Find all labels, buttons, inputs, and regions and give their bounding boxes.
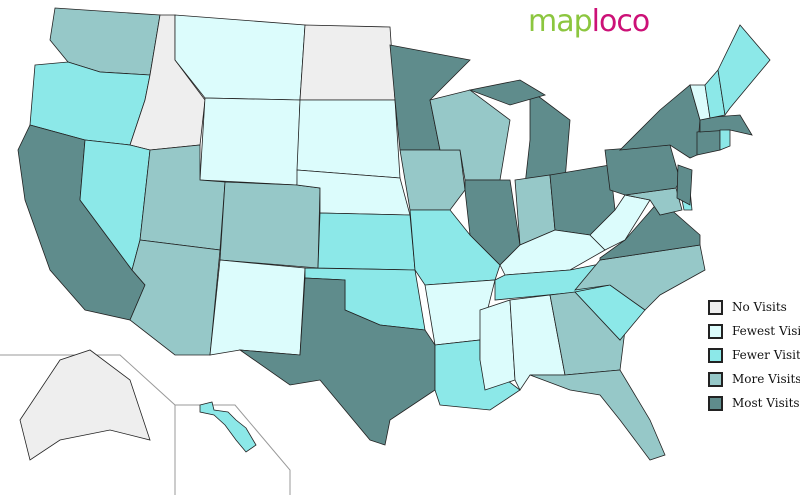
legend-swatch (708, 323, 723, 339)
state-nd[interactable] (299, 24, 396, 101)
state-ms[interactable] (479, 299, 516, 391)
state-ks[interactable] (317, 212, 416, 271)
legend-label: No Visits (732, 300, 787, 314)
state-ak[interactable] (19, 349, 151, 461)
state-ia[interactable] (399, 149, 466, 211)
legend-label: More Visits (732, 372, 800, 386)
legend-swatch (708, 347, 723, 363)
legend-item-fewer: Fewer Visits (708, 343, 800, 367)
legend-item-most: Most Visits (708, 391, 800, 415)
legend-item-fewest: Fewest Visits (708, 319, 800, 343)
state-nm[interactable] (209, 259, 306, 356)
inset-border (0, 354, 176, 495)
logo-loco: loco (591, 4, 651, 39)
state-wy[interactable] (199, 97, 301, 186)
state-sd[interactable] (296, 99, 401, 179)
state-nj[interactable] (676, 164, 693, 206)
legend-label: Fewer Visits (732, 348, 800, 362)
legend-item-none: No Visits (708, 295, 800, 319)
state-hi[interactable] (199, 401, 257, 453)
state-ma[interactable] (699, 114, 753, 136)
state-me[interactable] (717, 24, 771, 117)
state-ri[interactable] (719, 129, 731, 151)
legend-label: Most Visits (732, 396, 800, 410)
legend-swatch (708, 299, 723, 315)
state-mi[interactable] (524, 89, 571, 186)
legend-item-more: More Visits (708, 367, 800, 391)
maploco-logo[interactable]: maploco (528, 4, 651, 39)
legend-swatch (708, 371, 723, 387)
state-az[interactable] (129, 239, 221, 356)
state-pa[interactable] (604, 144, 681, 196)
state-fl[interactable] (529, 369, 666, 461)
state-ct[interactable] (696, 129, 721, 156)
state-miu[interactable] (468, 79, 546, 106)
state-co[interactable] (219, 181, 321, 269)
legend: No Visits Fewest Visits Fewer Visits Mor… (708, 295, 800, 415)
legend-swatch (708, 395, 723, 411)
legend-label: Fewest Visits (732, 324, 800, 338)
logo-map: map (528, 4, 593, 39)
state-tx[interactable] (238, 277, 436, 446)
state-mo[interactable] (409, 209, 501, 286)
